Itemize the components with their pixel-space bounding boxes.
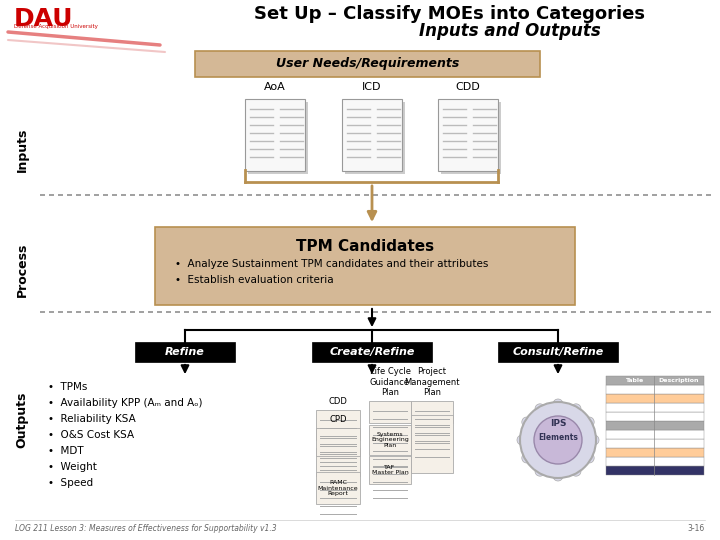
- Bar: [369, 401, 411, 423]
- Text: •  TPMs: • TPMs: [48, 382, 87, 392]
- Text: Table: Table: [625, 378, 643, 383]
- Text: ICD: ICD: [362, 82, 382, 92]
- Text: Process: Process: [16, 243, 29, 297]
- Circle shape: [517, 435, 527, 445]
- Text: CPD: CPD: [329, 415, 347, 424]
- Bar: [411, 401, 453, 423]
- Circle shape: [589, 435, 599, 445]
- Circle shape: [522, 453, 532, 463]
- Text: Consult/Refine: Consult/Refine: [513, 347, 603, 357]
- Text: AoA: AoA: [264, 82, 286, 92]
- Text: TAF
Master Plan: TAF Master Plan: [372, 464, 408, 475]
- Text: CDD: CDD: [328, 397, 348, 406]
- Text: 3-16: 3-16: [688, 524, 705, 533]
- Bar: [248, 102, 308, 174]
- Text: RAMC
Maintenance
Report: RAMC Maintenance Report: [318, 480, 359, 496]
- Bar: [245, 99, 305, 171]
- Bar: [155, 227, 575, 305]
- Text: Life Cycle
Guidance
Plan: Life Cycle Guidance Plan: [369, 367, 410, 397]
- Text: •  Weight: • Weight: [48, 462, 97, 472]
- Text: TPM Candidates: TPM Candidates: [296, 239, 434, 254]
- Bar: [441, 102, 501, 174]
- Bar: [342, 99, 402, 171]
- Circle shape: [553, 471, 563, 481]
- Bar: [606, 376, 704, 385]
- Text: Systems
Engineering
Plan: Systems Engineering Plan: [371, 431, 409, 448]
- Text: •  Availability KPP (Aₘ and Aₒ): • Availability KPP (Aₘ and Aₒ): [48, 398, 202, 408]
- Text: User Needs/Requirements: User Needs/Requirements: [276, 57, 459, 71]
- Text: •  Speed: • Speed: [48, 478, 93, 488]
- Bar: [195, 51, 540, 77]
- Bar: [316, 472, 360, 504]
- Circle shape: [535, 404, 545, 414]
- Text: Elements: Elements: [538, 434, 578, 442]
- Bar: [606, 385, 704, 394]
- Text: Description: Description: [659, 378, 699, 383]
- Circle shape: [522, 417, 532, 427]
- Bar: [316, 428, 360, 456]
- Circle shape: [553, 399, 563, 409]
- Bar: [135, 342, 235, 362]
- Text: Inputs: Inputs: [16, 128, 29, 172]
- Bar: [606, 457, 704, 466]
- Text: Create/Refine: Create/Refine: [329, 347, 415, 357]
- Text: Outputs: Outputs: [16, 392, 29, 448]
- Text: Set Up – Classify MOEs into Categories: Set Up – Classify MOEs into Categories: [254, 5, 646, 23]
- Circle shape: [584, 417, 594, 427]
- Bar: [438, 99, 498, 171]
- Bar: [606, 430, 704, 439]
- Bar: [345, 102, 405, 174]
- Bar: [498, 342, 618, 362]
- Bar: [606, 439, 704, 448]
- Bar: [606, 412, 704, 421]
- Text: •  Analyze Sustainment TPM candidates and their attributes: • Analyze Sustainment TPM candidates and…: [175, 259, 488, 269]
- Circle shape: [571, 466, 581, 476]
- Circle shape: [571, 404, 581, 414]
- Bar: [8, 4, 153, 52]
- Text: •  Establish evaluation criteria: • Establish evaluation criteria: [175, 275, 333, 285]
- Text: •  Reliability KSA: • Reliability KSA: [48, 414, 136, 424]
- Bar: [316, 410, 360, 440]
- Text: Project
Management
Plan: Project Management Plan: [404, 367, 460, 397]
- Bar: [606, 403, 704, 412]
- Text: DAU: DAU: [14, 7, 73, 31]
- Bar: [606, 394, 704, 403]
- Circle shape: [584, 453, 594, 463]
- Bar: [316, 448, 360, 476]
- Text: Defense Acquisition University: Defense Acquisition University: [14, 24, 98, 29]
- Text: •  O&S Cost KSA: • O&S Cost KSA: [48, 430, 134, 440]
- Bar: [369, 456, 411, 484]
- Text: Inputs and Outputs: Inputs and Outputs: [419, 22, 601, 40]
- Bar: [312, 342, 432, 362]
- Text: IPS: IPS: [550, 420, 566, 429]
- Circle shape: [534, 416, 582, 464]
- Bar: [606, 421, 704, 430]
- Bar: [411, 415, 453, 473]
- Text: CDD: CDD: [456, 82, 480, 92]
- Bar: [606, 466, 704, 475]
- Text: LOG 211 Lesson 3: Measures of Effectiveness for Supportability v1.3: LOG 211 Lesson 3: Measures of Effectiven…: [15, 524, 276, 533]
- Bar: [606, 448, 704, 457]
- Bar: [369, 425, 411, 455]
- Text: •  MDT: • MDT: [48, 446, 84, 456]
- Circle shape: [535, 466, 545, 476]
- Circle shape: [520, 402, 596, 478]
- Text: Refine: Refine: [165, 347, 205, 357]
